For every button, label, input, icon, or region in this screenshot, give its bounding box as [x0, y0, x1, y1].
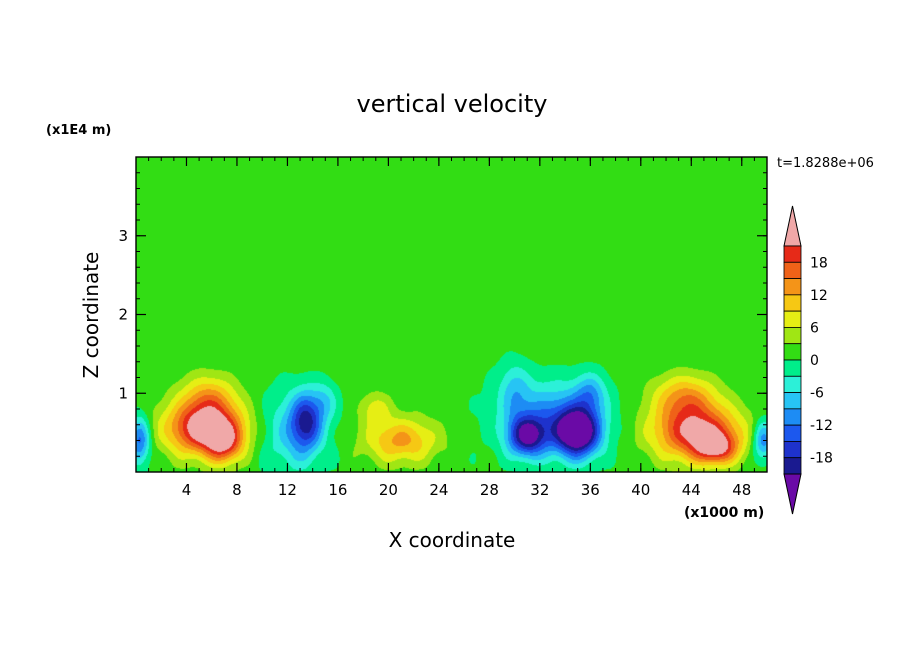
colorbar-swatch	[783, 424, 802, 442]
colorbar-swatch	[783, 457, 802, 475]
x-tick-label: 40	[631, 481, 650, 499]
x-tick-label: 28	[480, 481, 499, 499]
colorbar-swatch	[783, 343, 802, 361]
colorbar-swatch	[783, 359, 802, 377]
colorbar-label: -12	[810, 418, 833, 434]
colorbar-swatch	[783, 278, 802, 296]
colorbar-label: -18	[810, 451, 833, 467]
colorbar-max-arrow	[783, 205, 802, 247]
x-axis-title: X coordinate	[389, 528, 516, 552]
colorbar-swatch	[783, 261, 802, 279]
colorbar-swatch	[783, 392, 802, 410]
y-axis-title: Z coordinate	[79, 252, 103, 379]
chart-title: vertical velocity	[357, 90, 548, 118]
colorbar-label: 18	[810, 255, 828, 271]
x-tick-label: 36	[581, 481, 600, 499]
colorbar-label: -6	[810, 386, 824, 402]
time-label: t=1.8288e+06	[777, 156, 874, 171]
colorbar-label: 6	[810, 320, 819, 336]
y-tick-label: 1	[118, 384, 128, 402]
y-tick-label: 3	[118, 227, 128, 245]
x-tick-label: 8	[232, 481, 242, 499]
colorbar-label: 0	[810, 353, 819, 369]
contour-field	[136, 157, 767, 472]
colorbar-swatch	[783, 441, 802, 459]
x-tick-label: 4	[182, 481, 192, 499]
colorbar-min-arrow	[783, 473, 802, 515]
colorbar-swatch	[783, 294, 802, 312]
y-tick-label: 2	[118, 306, 128, 324]
colorbar-swatch	[783, 245, 802, 263]
x-tick-label: 24	[429, 481, 448, 499]
y-unit-label: (x1E4 m)	[46, 123, 111, 138]
colorbar-swatch	[783, 310, 802, 328]
colorbar-swatch	[783, 375, 802, 393]
colorbar-swatch	[783, 408, 802, 426]
x-tick-label: 20	[379, 481, 398, 499]
colorbar-label: 12	[810, 288, 828, 304]
x-tick-label: 32	[530, 481, 549, 499]
x-unit-label: (x1000 m)	[684, 505, 764, 521]
x-tick-label: 12	[278, 481, 297, 499]
x-tick-label: 16	[328, 481, 347, 499]
colorbar-swatch	[783, 327, 802, 345]
x-tick-label: 48	[732, 481, 751, 499]
x-tick-label: 44	[682, 481, 701, 499]
